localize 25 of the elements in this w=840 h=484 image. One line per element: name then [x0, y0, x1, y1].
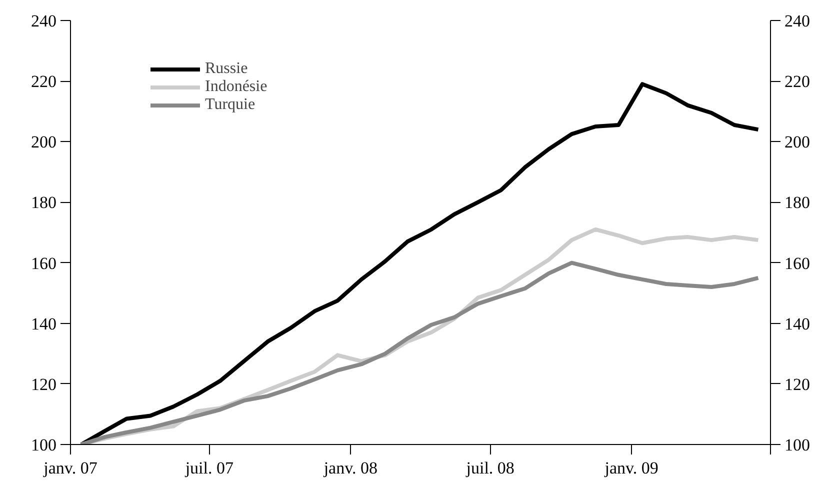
y-tick-label: 140	[31, 314, 56, 334]
y-tick-label: 160	[31, 254, 56, 273]
y-tick-label: 220	[31, 72, 56, 92]
legend-label: Russie	[205, 60, 248, 78]
legend-label: Turquie	[205, 96, 256, 114]
x-tick-label: juil. 08	[465, 458, 514, 478]
x-tick-label: janv. 07	[42, 458, 98, 478]
y-tick-label: 180	[31, 193, 56, 212]
x-tick-label: juil. 07	[184, 458, 234, 478]
y-tick-label: 100	[31, 436, 56, 454]
y2-tick-label: 200	[784, 132, 810, 152]
y2-tick-label: 160	[784, 254, 810, 273]
y2-tick-label: 140	[784, 314, 810, 334]
y2-tick-label: 220	[784, 72, 810, 92]
y2-tick-label: 100	[784, 436, 810, 454]
x-tick-label: janv. 09	[604, 458, 658, 478]
y2-tick-label: 180	[784, 193, 810, 212]
x-tick-label: janv. 08	[322, 458, 378, 478]
line-series	[79, 260, 760, 444]
y2-tick-label: 240	[784, 12, 810, 30]
y-tick-label: 240	[31, 12, 56, 30]
legend-label: Indonésie	[205, 78, 268, 96]
y2-tick-label: 120	[784, 374, 810, 394]
y-tick-label: 120	[31, 374, 56, 394]
y-tick-label: 200	[31, 132, 56, 152]
